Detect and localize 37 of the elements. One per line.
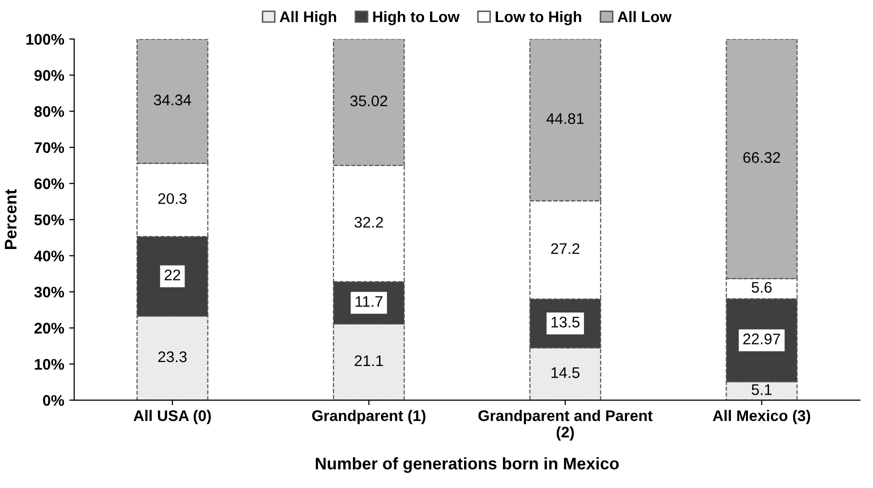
data-label: 11.7 bbox=[356, 296, 382, 307]
legend-label: Low to High bbox=[496, 10, 582, 26]
x-tick-label: All USA (0) bbox=[134, 410, 211, 424]
data-label: 35.02 bbox=[350, 95, 388, 106]
data-label: 34.34 bbox=[154, 94, 192, 106]
data-label: 22.97 bbox=[743, 334, 780, 344]
y-tick-label: 10% bbox=[34, 358, 64, 370]
legend-label: All Low bbox=[618, 10, 672, 22]
data-label: 14.5 bbox=[552, 367, 580, 378]
y-tick-label: 30% bbox=[34, 286, 64, 298]
legend-label: High to Low bbox=[373, 10, 460, 26]
data-label: 32.2 bbox=[354, 216, 383, 228]
x-tick-label: Grandparent (1) bbox=[312, 410, 426, 424]
y-tick-label: 100% bbox=[26, 34, 64, 45]
y-axis-title: Percent bbox=[4, 189, 17, 250]
data-label: 22 bbox=[164, 270, 180, 280]
data-label: 27.2 bbox=[551, 243, 580, 254]
data-label: 44.81 bbox=[546, 113, 584, 124]
y-tick-label: 0% bbox=[43, 395, 64, 406]
data-label: 13.5 bbox=[552, 316, 580, 328]
data-label: 5.6 bbox=[752, 282, 772, 293]
data-label: 66.32 bbox=[743, 152, 780, 163]
data-label: 20.3 bbox=[158, 193, 187, 204]
y-tick-label: 50% bbox=[34, 214, 64, 226]
y-tick-label: 20% bbox=[34, 322, 64, 334]
data-label: 23.3 bbox=[158, 351, 187, 362]
y-tick-label: 60% bbox=[34, 178, 64, 190]
legend-label: All High bbox=[280, 10, 336, 26]
x-tick-label: Grandparent and Parent (2) bbox=[478, 410, 653, 441]
y-tick-label: 70% bbox=[34, 142, 64, 154]
y-tick-label: 80% bbox=[34, 106, 64, 117]
x-axis-title: Number of generations born in Mexico bbox=[316, 457, 619, 473]
y-tick-label: 40% bbox=[34, 250, 64, 262]
y-tick-label: 90% bbox=[34, 70, 64, 81]
x-tick-label: All Mexico (3) bbox=[712, 410, 810, 424]
data-label: 5.1 bbox=[752, 384, 772, 396]
data-label: 21.1 bbox=[354, 355, 383, 366]
